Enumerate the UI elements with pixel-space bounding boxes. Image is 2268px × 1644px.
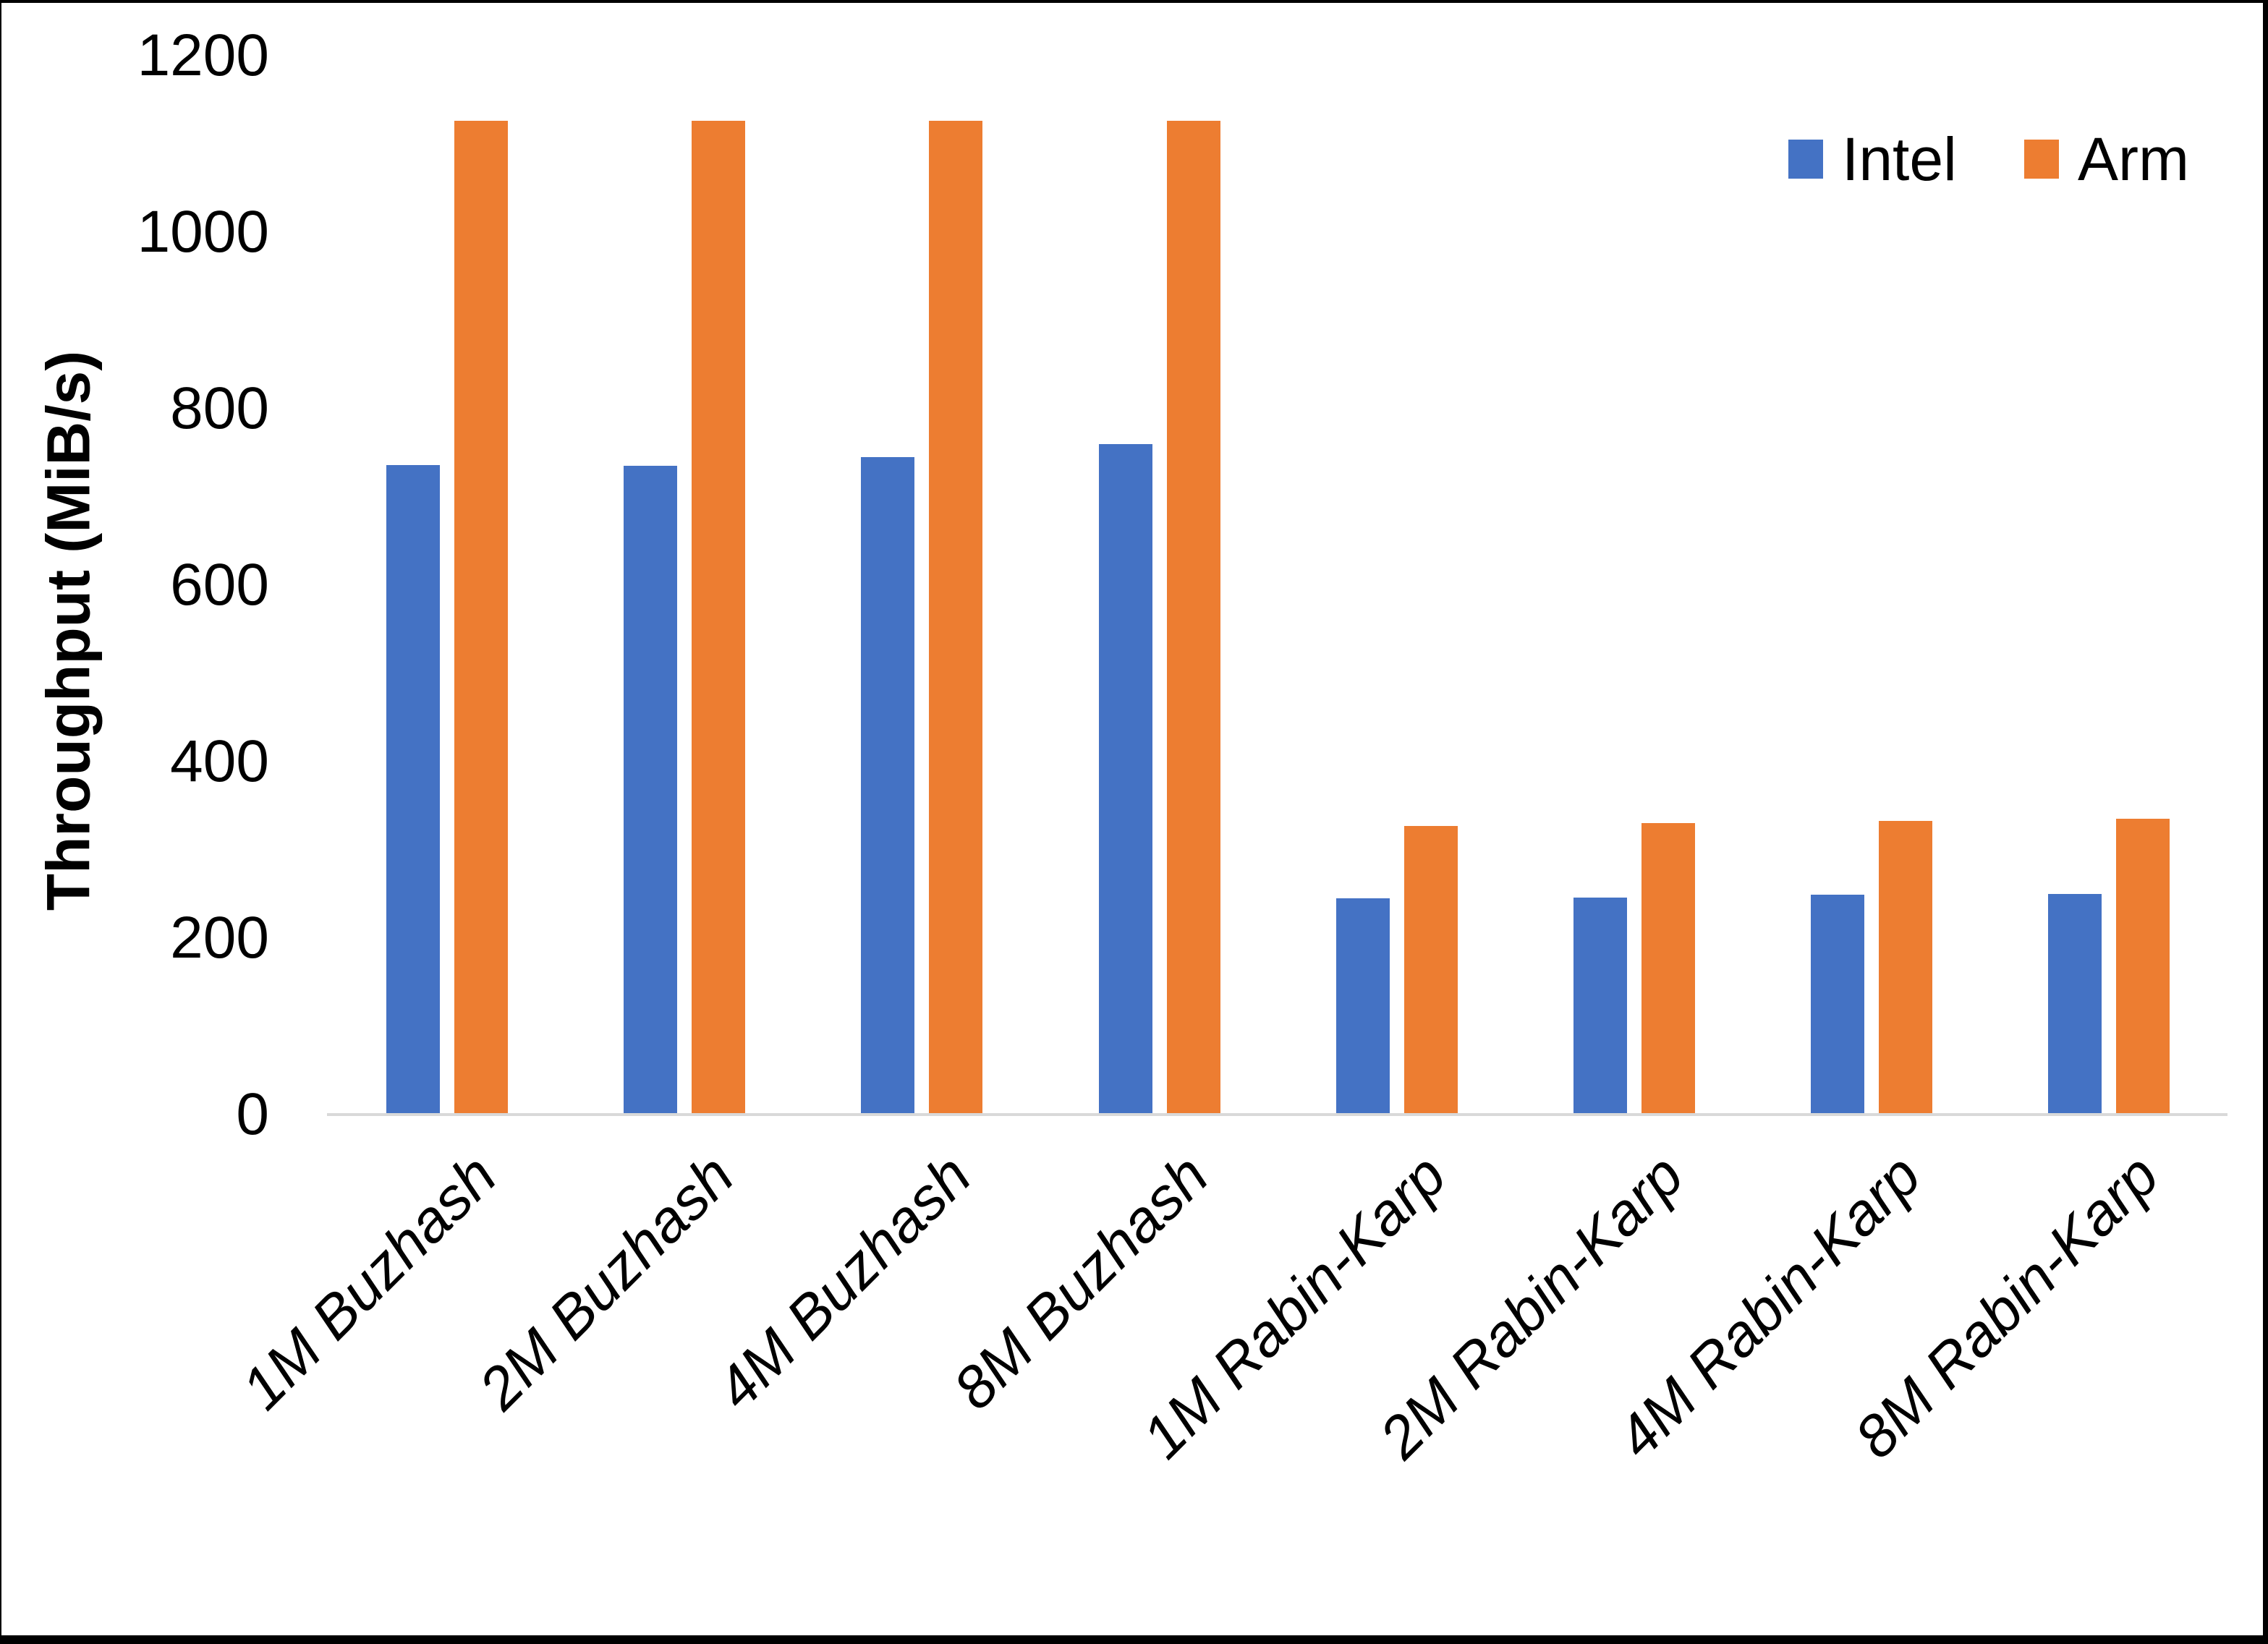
y-tick-label: 200 — [170, 905, 269, 971]
bar-arm-8 — [2116, 819, 2170, 1115]
bar-intel-5 — [1335, 898, 1390, 1115]
x-category-label: 4M Buzhash — [704, 1142, 984, 1423]
bar-intel-4 — [1098, 443, 1152, 1115]
bar-intel-1 — [386, 465, 440, 1115]
bar-intel-7 — [1811, 895, 1865, 1115]
x-category-label: 1M Buzhash — [229, 1142, 509, 1423]
x-axis-line — [327, 1113, 2227, 1116]
x-category-label: 2M Buzhash — [466, 1142, 747, 1423]
bar-intel-3 — [861, 457, 915, 1115]
y-tick-label: 800 — [170, 375, 269, 441]
bar-arm-7 — [1879, 820, 1933, 1115]
y-tick-label: 1200 — [137, 22, 269, 88]
legend-arm-label: Arm — [2078, 125, 2189, 193]
legend-intel-swatch — [1788, 140, 1823, 179]
legend-item-arm: Arm — [2024, 129, 2189, 189]
bar-arm-3 — [929, 121, 983, 1115]
y-tick-label: 0 — [236, 1081, 269, 1147]
bar-arm-2 — [692, 121, 746, 1115]
bar-intel-2 — [624, 466, 678, 1115]
y-tick-label: 600 — [170, 552, 269, 618]
legend-item-intel: Intel — [1788, 129, 1957, 189]
bar-arm-5 — [1403, 826, 1458, 1115]
bar-arm-4 — [1166, 121, 1220, 1115]
legend-intel-label: Intel — [1842, 125, 1957, 193]
bar-arm-1 — [454, 121, 508, 1115]
y-tick-label: 400 — [170, 728, 269, 794]
y-tick-label: 1000 — [137, 199, 269, 265]
bar-arm-6 — [1641, 823, 1695, 1115]
legend-arm-swatch — [2024, 140, 2059, 179]
bar-intel-6 — [1573, 897, 1627, 1115]
bar-intel-8 — [2048, 894, 2102, 1115]
